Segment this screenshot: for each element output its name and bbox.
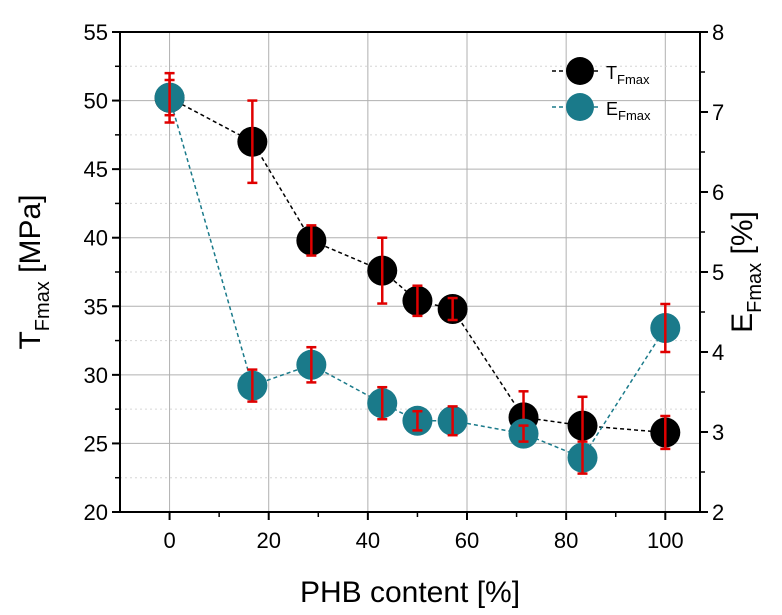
y-left-axis-title-subscript: Fmax — [32, 281, 54, 331]
y-left-tick-label: 50 — [84, 89, 108, 114]
error-bar — [164, 78, 175, 117]
legend-item-1: EFmax — [552, 93, 651, 123]
series-layer — [154, 71, 681, 475]
error-bar — [660, 414, 671, 451]
legend-label-main: E — [606, 99, 618, 119]
y-right-tick-label: 4 — [712, 340, 724, 365]
y-right-axis-title: EFmax [%] — [726, 211, 766, 333]
legend-label-subscript: Fmax — [618, 108, 651, 123]
legend-label: TFmax — [606, 63, 650, 87]
y-right-tick-label: 3 — [712, 420, 724, 445]
legend-marker — [566, 93, 594, 121]
x-tick-label: 40 — [356, 528, 380, 553]
y-left-tick-label: 55 — [84, 20, 108, 45]
y-left-axis-title-unit: [MPa] — [14, 194, 47, 281]
y-left-axis-title-main: T — [14, 331, 47, 349]
x-tick-label: 60 — [455, 528, 479, 553]
y-right-axis-title-subscript: Fmax — [744, 263, 766, 313]
y-right-tick-label: 7 — [712, 100, 724, 125]
y-right-tick-label: 6 — [712, 180, 724, 205]
series-1 — [154, 78, 681, 475]
error-bar — [377, 236, 388, 305]
error-bar — [447, 405, 458, 437]
error-bar — [412, 284, 423, 318]
y-right-axis-title-unit: [%] — [726, 211, 759, 263]
error-bar — [247, 368, 258, 403]
y-left-tick-label: 25 — [84, 431, 108, 456]
y-right-tick-label: 5 — [712, 260, 724, 285]
error-bar — [577, 440, 588, 475]
axis-titles: PHB content [%]TFmax [MPa]EFmax [%] — [14, 194, 766, 609]
error-bar — [247, 99, 258, 185]
y-left-tick-label: 30 — [84, 363, 108, 388]
legend-marker — [566, 57, 594, 85]
y-left-tick-label: 35 — [84, 294, 108, 319]
legend-item-0: TFmax — [552, 57, 650, 87]
legend-label-main: T — [606, 63, 617, 83]
y-right-tick-label: 8 — [712, 20, 724, 45]
x-tick-label: 0 — [163, 528, 175, 553]
y-left-tick-label: 40 — [84, 226, 108, 251]
error-bar — [447, 296, 458, 322]
legend-label-subscript: Fmax — [617, 72, 650, 87]
x-tick-label: 80 — [554, 528, 578, 553]
series-0 — [154, 71, 681, 456]
error-bar — [377, 385, 388, 421]
series-line — [168, 97, 666, 459]
x-tick-label: 100 — [647, 528, 684, 553]
error-bar — [518, 424, 529, 443]
x-tick-label: 20 — [256, 528, 280, 553]
y-left-tick-label: 45 — [84, 157, 108, 182]
y-right-tick-label: 2 — [712, 500, 724, 525]
x-axis-title: PHB content [%] — [300, 576, 520, 609]
legend-label: EFmax — [606, 99, 651, 123]
error-bar — [412, 409, 423, 432]
y-right-axis-title-main: E — [726, 313, 759, 333]
error-bar — [660, 302, 671, 354]
y-left-axis-title: TFmax [MPa] — [14, 194, 54, 349]
error-bar — [306, 224, 317, 257]
y-left-tick-label: 20 — [84, 500, 108, 525]
error-bar — [306, 345, 317, 384]
